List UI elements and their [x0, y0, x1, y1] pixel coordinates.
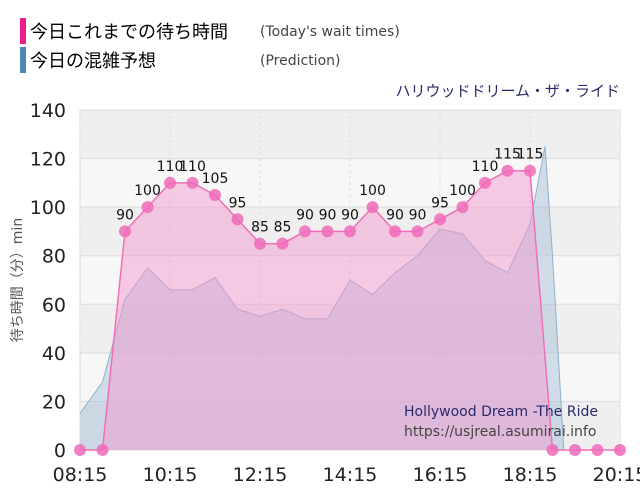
data-label: 95	[431, 195, 449, 211]
today-point	[524, 164, 536, 177]
x-tick-label: 18:15	[503, 464, 558, 486]
y-tick-label: 100	[30, 197, 66, 219]
data-label: 90	[296, 207, 314, 223]
today-point	[591, 444, 604, 456]
today-point	[389, 225, 401, 238]
data-label: 100	[359, 183, 386, 199]
today-point	[186, 176, 199, 189]
data-label: 90	[386, 207, 404, 223]
x-tick-label: 14:15	[323, 464, 378, 486]
today-point	[276, 237, 289, 250]
data-label: 110	[179, 159, 206, 175]
today-point	[254, 237, 266, 250]
today-point	[119, 225, 131, 238]
today-point	[569, 444, 581, 456]
data-label: 95	[229, 195, 247, 211]
today-point	[479, 176, 491, 189]
data-label: 115	[517, 147, 544, 163]
data-label: 85	[251, 220, 269, 236]
today-point	[366, 201, 379, 214]
today-point	[434, 213, 446, 226]
today-point	[231, 213, 244, 226]
y-tick-label: 80	[42, 246, 66, 268]
y-tick-label: 60	[42, 294, 66, 316]
x-tick-label: 16:15	[413, 464, 468, 486]
data-label: 105	[202, 171, 229, 187]
legend-swatch-prediction	[20, 47, 26, 73]
data-label: 100	[134, 183, 161, 199]
y-tick-label: 20	[42, 391, 66, 413]
x-tick-label: 12:15	[233, 464, 288, 486]
y-tick-label: 140	[30, 100, 66, 122]
data-label: 85	[274, 220, 292, 236]
data-label: 90	[341, 207, 359, 223]
data-label: 90	[116, 207, 134, 223]
legend-sub-prediction: (Prediction)	[260, 53, 340, 69]
legend-label-prediction: 今日の混雑予想	[30, 51, 156, 72]
today-point	[74, 444, 86, 456]
today-point	[411, 225, 424, 238]
data-label: 90	[319, 207, 337, 223]
x-tick-label: 08:15	[53, 464, 108, 486]
data-label: 110	[472, 159, 499, 175]
x-tick-label: 20:15	[593, 464, 640, 486]
today-point	[96, 444, 109, 456]
plot-area: 0 20 40 60 80 100 120 140 08:15 10:15 12:15 14:15 16…	[30, 100, 640, 486]
today-area	[80, 170, 620, 450]
data-label: 90	[409, 207, 427, 223]
ride-name-jp: ハリウッドドリーム・ザ・ライド	[395, 82, 620, 100]
legend-label-today: 今日これまでの待ち時間	[30, 22, 228, 43]
data-label: 110	[157, 159, 184, 175]
x-tick-label: 10:15	[143, 464, 198, 486]
today-point	[164, 176, 176, 189]
data-label: 100	[449, 183, 476, 199]
today-point	[141, 201, 154, 214]
today-point	[344, 225, 356, 238]
y-tick-label: 0	[54, 440, 66, 462]
y-axis-label: 待ち時間（分）min	[10, 218, 26, 342]
today-point	[299, 225, 311, 238]
today-point	[614, 444, 626, 456]
today-point	[546, 444, 559, 456]
legend: 今日これまでの待ち時間 (Today's wait times) 今日の混雑予想…	[20, 18, 400, 73]
legend-swatch-today	[20, 18, 26, 44]
y-tick-label: 120	[30, 149, 66, 171]
legend-sub-today: (Today's wait times)	[260, 24, 400, 40]
data-label: 115	[494, 147, 521, 163]
watermark-url: https://usjreal.asumirai.info	[404, 424, 596, 440]
today-point	[321, 225, 334, 238]
today-point	[456, 201, 469, 214]
today-point	[209, 189, 221, 201]
y-tick-label: 40	[42, 343, 66, 365]
watermark-title: Hollywood Dream -The Ride	[404, 404, 598, 420]
today-point	[501, 164, 514, 177]
